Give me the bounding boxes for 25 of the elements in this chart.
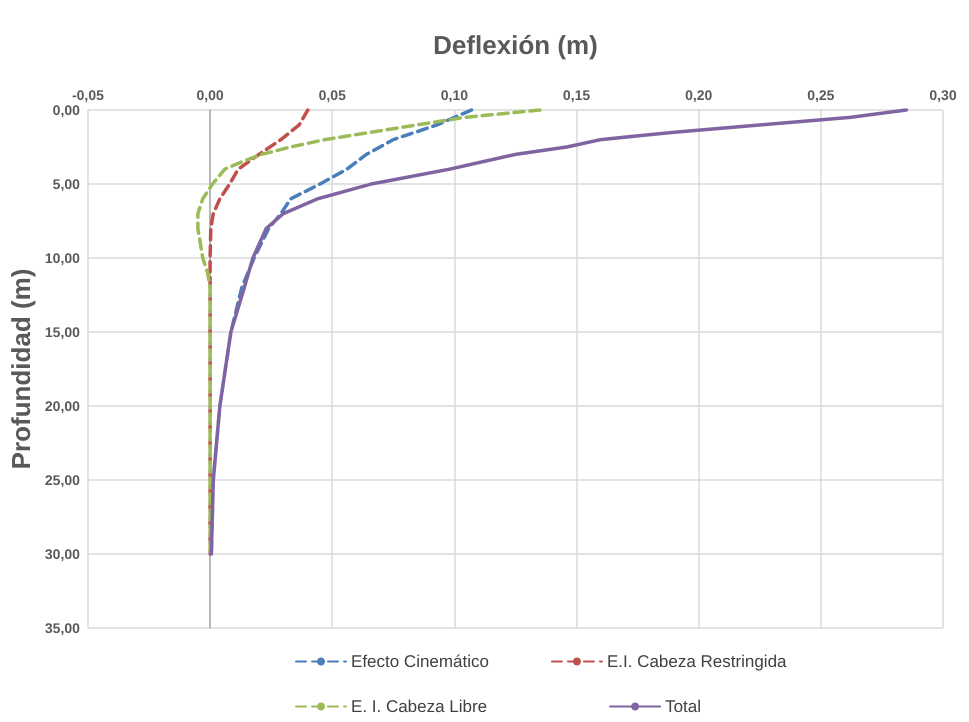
y-tick-label: 10,00 (44, 250, 80, 266)
y-tick-label: 25,00 (44, 472, 80, 488)
x-tick-label: 0,20 (685, 87, 713, 103)
legend-label: Efecto Cinemático (351, 652, 489, 671)
line-series (196, 108, 542, 556)
x-axis-title: Deflexión (m) (433, 30, 598, 60)
x-tick-label: 0,30 (929, 87, 957, 103)
x-tick-label: 0,25 (807, 87, 835, 103)
line-series (208, 108, 310, 556)
legend-label: E.I. Cabeza Restringida (606, 652, 788, 671)
x-tick-label: 0,10 (440, 87, 468, 103)
y-tick-label: 30,00 (44, 546, 80, 562)
y-tick-label: 15,00 (44, 324, 80, 340)
x-tick-label: 0,00 (196, 87, 224, 103)
x-tick-label: -0,05 (72, 87, 104, 103)
x-tick-label: 0,15 (562, 87, 590, 103)
y-axis-title: Profundidad (m) (6, 268, 36, 470)
y-tick-label: 20,00 (44, 398, 80, 414)
y-tick-label: 0,00 (52, 102, 80, 118)
y-tick-label: 5,00 (52, 176, 80, 192)
line-series (210, 108, 908, 556)
legend-label: Total (665, 697, 701, 716)
legend-label: E. I. Cabeza Libre (351, 697, 488, 716)
x-tick-label: 0,05 (318, 87, 346, 103)
y-tick-label: 35,00 (44, 620, 80, 636)
